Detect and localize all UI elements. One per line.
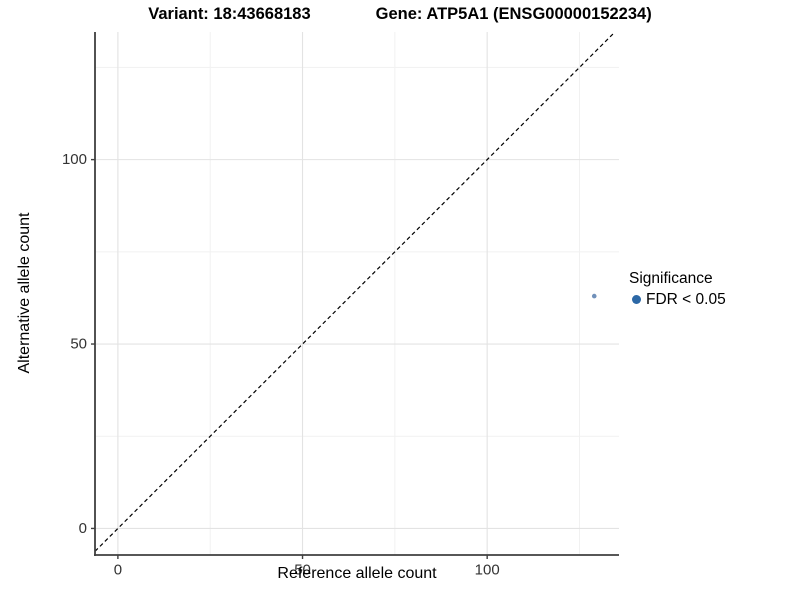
legend-point-icon [632, 295, 641, 304]
legend: Significance FDR < 0.05 [629, 268, 726, 310]
x-tick-label: 100 [475, 561, 500, 578]
y-tick-label: 100 [62, 151, 87, 168]
plot-title: Variant: 18:43668183 Gene: ATP5A1 (ENSG0… [0, 5, 800, 24]
x-axis-title: Reference allele count [277, 565, 437, 582]
identity-line [94, 31, 616, 552]
x-tick-label: 0 [114, 561, 122, 578]
plot-title-gene: Gene: ATP5A1 (ENSG00000152234) [375, 5, 652, 23]
plot-title-variant: Variant: 18:43668183 [148, 5, 311, 23]
y-tick-label: 0 [79, 520, 87, 537]
data-point [591, 293, 597, 299]
legend-title: Significance [629, 270, 713, 287]
y-axis-title: Alternative allele count [16, 212, 33, 374]
y-tick-label: 50 [70, 336, 87, 353]
x-tick-label: 50 [294, 561, 311, 578]
legend-entry: FDR < 0.05 [629, 289, 726, 310]
legend-entry-label: FDR < 0.05 [646, 291, 726, 308]
